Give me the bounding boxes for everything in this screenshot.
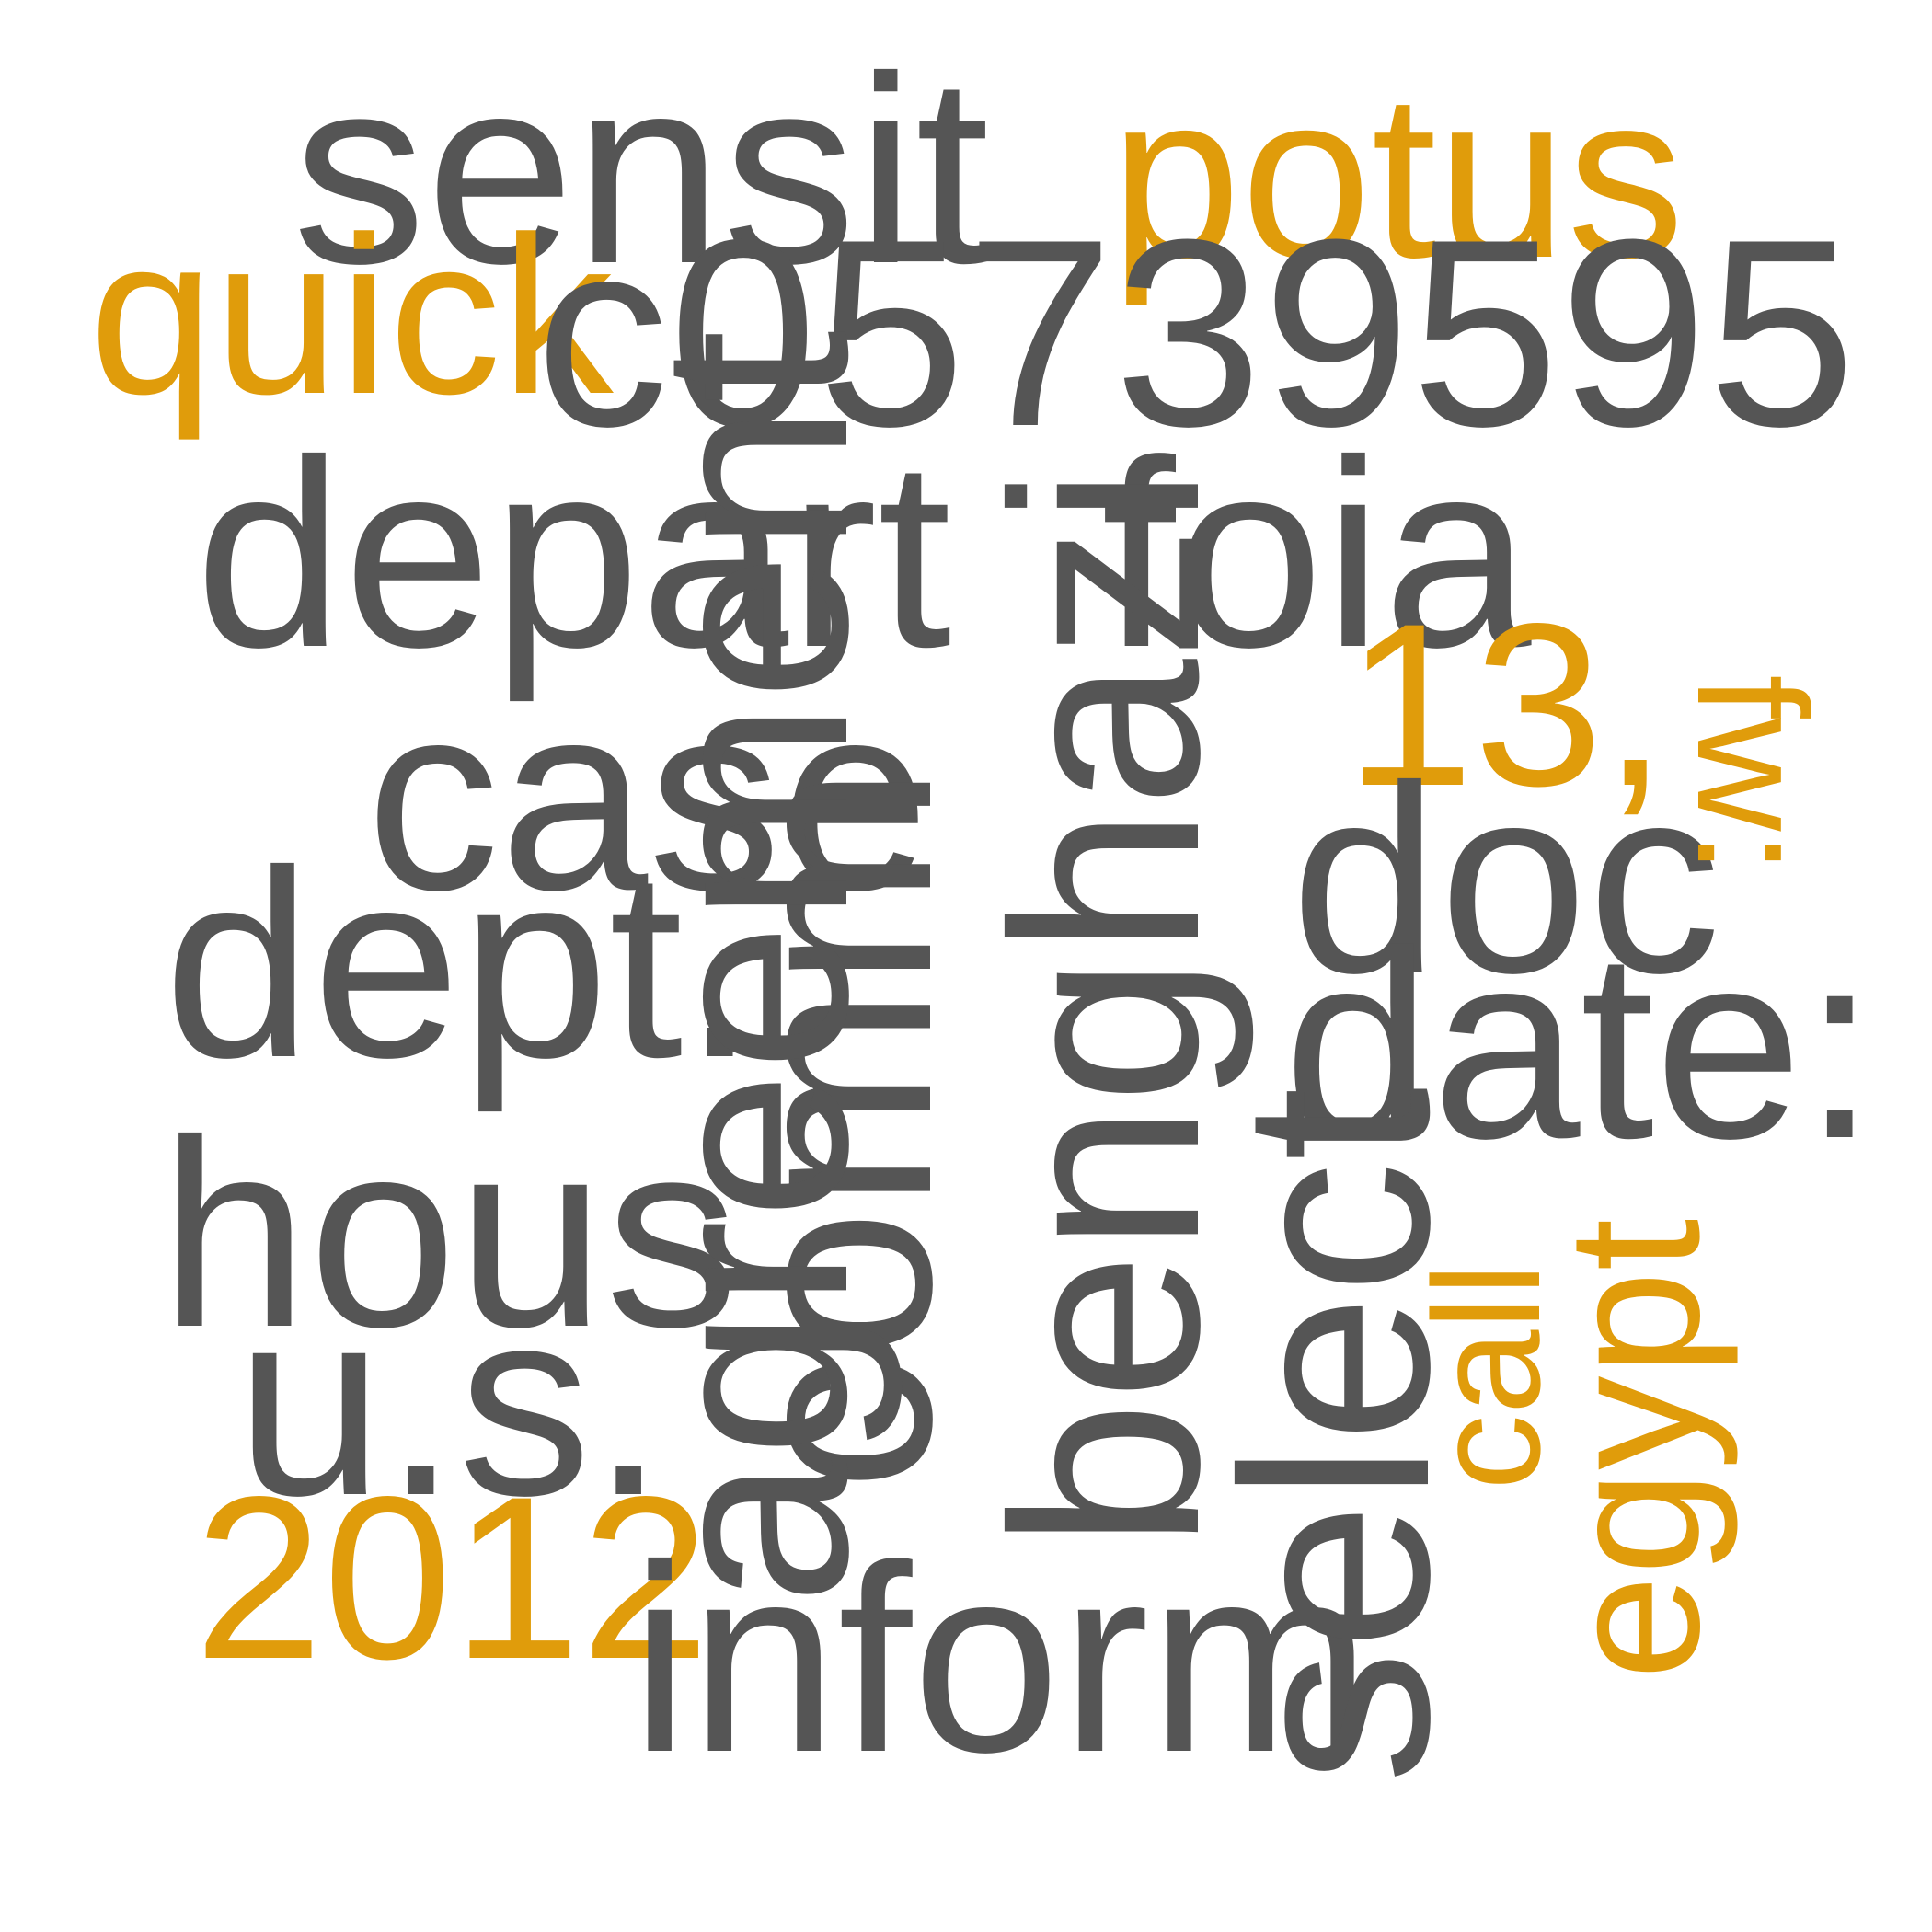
word-hous: hous [160, 1085, 739, 1383]
word-foia: foia [1101, 405, 1532, 703]
word-dept: dept. [164, 815, 757, 1113]
word-sensit: sensit [293, 21, 990, 319]
word-13: 13, [1345, 576, 1668, 834]
word-quick: quick [89, 190, 614, 441]
word-date: date: [1283, 896, 1877, 1194]
word-2012: 2012 [194, 1449, 710, 1708]
word-egypt: egypt [1528, 1218, 1739, 1681]
word-fw: fw: [1664, 674, 1839, 875]
word-c05739595: c05739595 [535, 184, 1857, 482]
word-us: u.s. [236, 1253, 666, 1551]
word-doc: doc [1291, 730, 1721, 1029]
word-case: case [366, 648, 930, 946]
word-inform: inform [630, 1510, 1372, 1808]
word-depart: depart [195, 405, 952, 703]
word-agreement: agreement [605, 329, 903, 1605]
word-potus: potus [1110, 45, 1685, 307]
